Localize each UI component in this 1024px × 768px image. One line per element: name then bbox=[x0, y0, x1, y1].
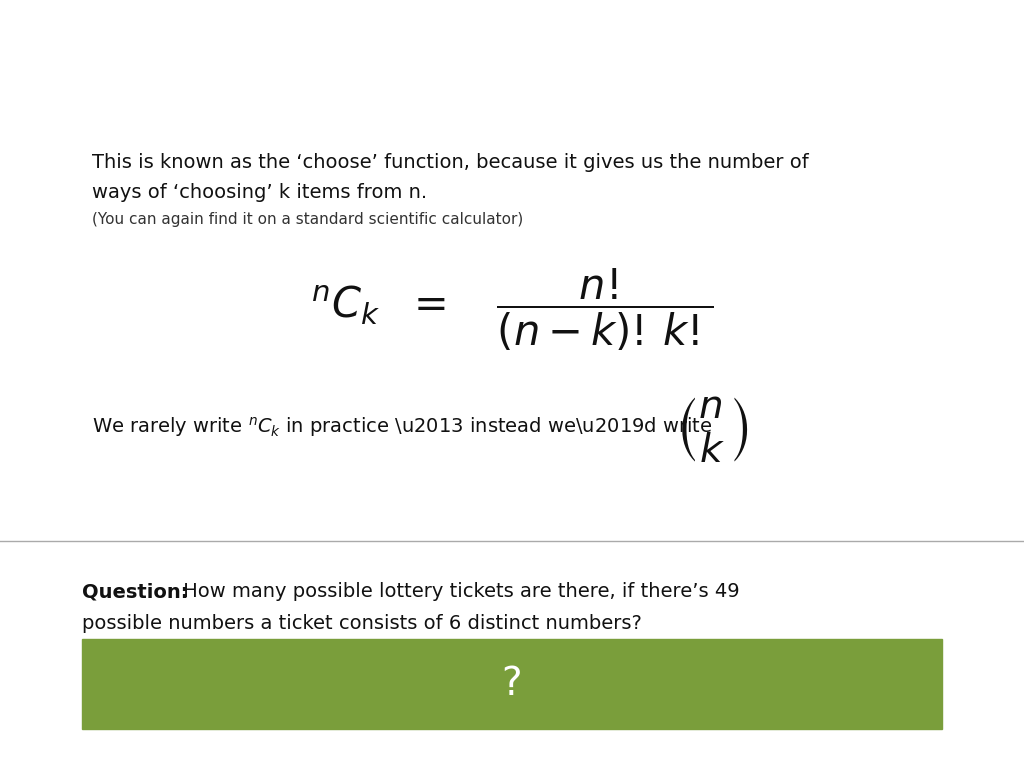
Text: ways of ‘choosing’ k items from n.: ways of ‘choosing’ k items from n. bbox=[92, 183, 427, 202]
Text: We rarely write $^{n}C_{k}$ in practice \u2013 instead we\u2019d write: We rarely write $^{n}C_{k}$ in practice … bbox=[92, 415, 713, 439]
Text: How many possible lottery tickets are there, if there’s 49: How many possible lottery tickets are th… bbox=[177, 582, 739, 601]
Text: Question:: Question: bbox=[82, 582, 188, 601]
Text: $^{n}C_{k}\ \ =\ \ \ \dfrac{n!}{(n-k)!\,k!}$: $^{n}C_{k}\ \ =\ \ \ \dfrac{n!}{(n-k)!\,… bbox=[311, 267, 713, 353]
Text: possible numbers a ticket consists of 6 distinct numbers?: possible numbers a ticket consists of 6 … bbox=[82, 614, 642, 634]
Text: $\binom{n}{k}$: $\binom{n}{k}$ bbox=[674, 396, 750, 465]
Text: ?: ? bbox=[502, 665, 522, 703]
Text: Fundamentals #4: The ‘Choose’ Function $^{n}C_{k}$: Fundamentals #4: The ‘Choose’ Function $… bbox=[31, 27, 1024, 73]
FancyBboxPatch shape bbox=[82, 639, 942, 730]
Text: This is known as the ‘choose’ function, because it gives us the number of: This is known as the ‘choose’ function, … bbox=[92, 154, 809, 172]
Text: (You can again find it on a standard scientific calculator): (You can again find it on a standard sci… bbox=[92, 212, 523, 227]
